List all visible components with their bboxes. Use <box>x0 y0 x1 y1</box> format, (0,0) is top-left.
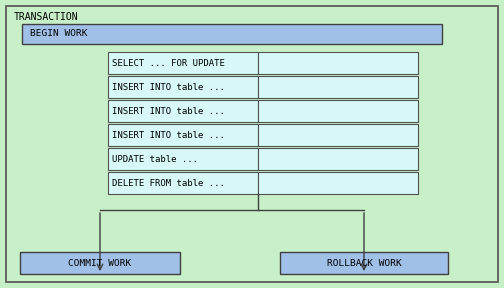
Text: DELETE FROM table ...: DELETE FROM table ... <box>112 179 225 187</box>
Bar <box>280 252 448 274</box>
Text: BEGIN WORK: BEGIN WORK <box>30 29 88 39</box>
Bar <box>20 252 180 274</box>
Bar <box>258 52 418 74</box>
Bar <box>258 124 418 146</box>
Text: ROLLBACK WORK: ROLLBACK WORK <box>327 259 401 268</box>
Text: SELECT ... FOR UPDATE: SELECT ... FOR UPDATE <box>112 58 225 67</box>
Bar <box>258 172 418 194</box>
Text: TRANSACTION: TRANSACTION <box>14 12 79 22</box>
Text: INSERT INTO table ...: INSERT INTO table ... <box>112 107 225 115</box>
Bar <box>22 24 442 44</box>
Bar <box>108 172 258 194</box>
Text: UPDATE table ...: UPDATE table ... <box>112 154 198 164</box>
Text: INSERT INTO table ...: INSERT INTO table ... <box>112 82 225 92</box>
Bar <box>258 148 418 170</box>
Bar <box>258 76 418 98</box>
Text: INSERT INTO table ...: INSERT INTO table ... <box>112 130 225 139</box>
Bar <box>108 100 258 122</box>
Bar <box>108 124 258 146</box>
Text: COMMIT WORK: COMMIT WORK <box>69 259 132 268</box>
Bar <box>258 100 418 122</box>
Bar <box>108 148 258 170</box>
Bar <box>108 76 258 98</box>
Bar <box>108 52 258 74</box>
